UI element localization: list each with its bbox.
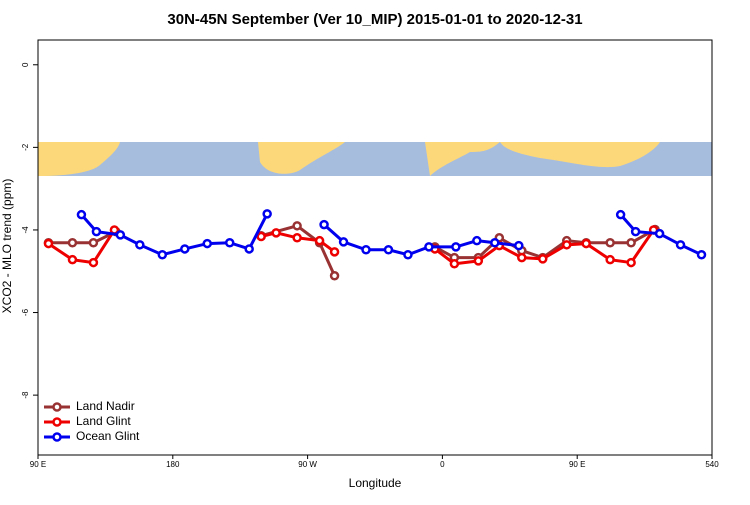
data-point <box>449 259 460 269</box>
x-tick-label: 90 E <box>569 460 585 469</box>
data-point <box>403 249 413 260</box>
x-tick-label: 180 <box>166 460 180 469</box>
legend-marker <box>52 402 62 412</box>
data-point <box>224 238 235 248</box>
legend-label: Land Glint <box>76 414 131 428</box>
data-point <box>605 254 615 265</box>
data-point <box>361 245 371 255</box>
data-point <box>472 235 482 246</box>
data-point <box>91 226 102 237</box>
y-tick-label: -4 <box>21 226 30 234</box>
x-axis-label: Longitude <box>349 476 402 490</box>
x-tick-label: 540 <box>705 460 719 469</box>
y-tick-label: -2 <box>21 143 30 151</box>
data-point <box>43 238 54 249</box>
land <box>38 142 120 176</box>
y-tick-label: 0 <box>21 62 30 67</box>
data-point <box>256 231 266 242</box>
y-axis-label: XCO2 - MLO trend (ppm) <box>0 179 14 314</box>
data-point <box>473 256 484 266</box>
data-point <box>135 240 145 250</box>
data-point <box>490 238 500 248</box>
data-point <box>319 219 329 230</box>
land <box>425 142 500 176</box>
data-point <box>76 209 87 220</box>
land <box>500 142 660 168</box>
data-point <box>157 249 168 260</box>
legend-label: Land Nadir <box>76 399 135 413</box>
data-point <box>514 240 524 251</box>
data-point <box>696 249 707 260</box>
data-point <box>581 238 591 249</box>
data-point <box>605 238 615 248</box>
data-point <box>67 238 78 248</box>
data-point <box>88 257 99 268</box>
x-tick-label: 0 <box>440 460 445 469</box>
data-point <box>262 209 272 219</box>
data-point <box>314 235 325 246</box>
data-point <box>451 242 461 252</box>
data-point <box>338 237 349 247</box>
data-point <box>675 240 686 250</box>
data-point <box>244 244 254 254</box>
legend-marker <box>52 432 62 442</box>
world-map-strip <box>38 142 712 176</box>
x-tick-label: 90 E <box>30 460 46 469</box>
data-point <box>615 209 626 220</box>
data-point <box>538 254 548 264</box>
chart-title: 30N-45N September (Ver 10_MIP) 2015-01-0… <box>167 11 582 28</box>
series-line <box>48 224 656 277</box>
data-point <box>292 221 302 231</box>
data-point <box>329 271 340 281</box>
data-point <box>115 230 126 240</box>
data-point <box>292 233 302 243</box>
data-point <box>67 254 78 265</box>
data-point <box>180 244 190 254</box>
x-tick-label: 90 W <box>298 460 317 469</box>
data-point <box>517 252 527 263</box>
data-point <box>626 238 636 248</box>
data-point <box>626 257 636 268</box>
land <box>258 142 345 174</box>
data-point <box>424 242 434 252</box>
data-point <box>88 238 99 248</box>
data-point <box>271 228 281 238</box>
legend-label: Ocean Glint <box>76 429 140 443</box>
data-point <box>630 226 641 237</box>
plot-frame <box>37 39 713 456</box>
y-tick-label: -8 <box>21 391 30 399</box>
legend-marker <box>52 417 62 427</box>
data-point <box>383 245 394 255</box>
data-point <box>329 247 340 257</box>
data-point <box>654 228 665 239</box>
y-tick-label: -6 <box>21 308 30 316</box>
data-point <box>561 240 572 250</box>
data-point <box>202 238 212 249</box>
